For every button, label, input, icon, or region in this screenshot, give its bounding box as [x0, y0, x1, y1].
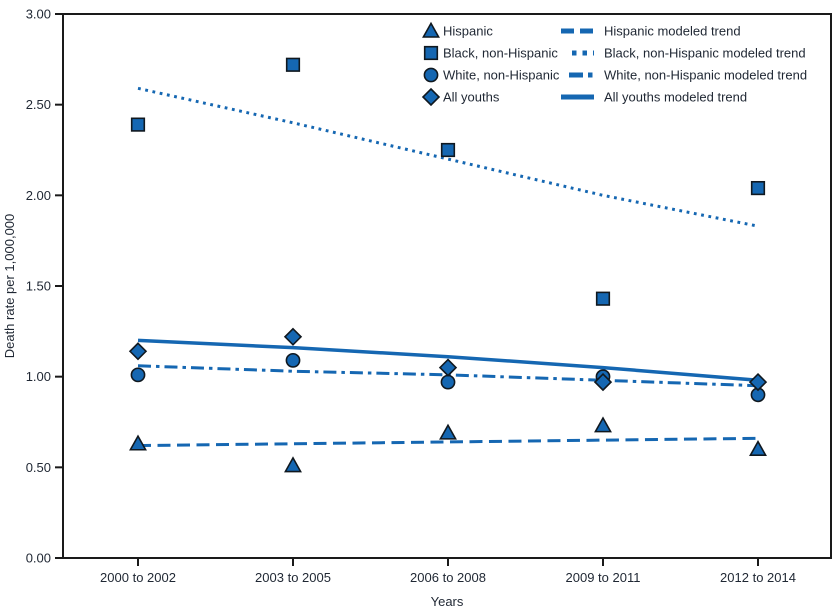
data-point-triangle [284, 456, 302, 473]
data-point-triangle [439, 423, 457, 440]
data-point-square [440, 142, 456, 158]
data-point-diamond [593, 372, 613, 392]
x-axis-title: Years [431, 594, 464, 609]
data-point-diamond [128, 342, 148, 361]
y-axis-title: Death rate per 1,000,000 [2, 214, 17, 359]
data-point-circle [440, 374, 456, 390]
data-point-square [285, 57, 301, 72]
legend-marker-diamond [421, 87, 441, 107]
legend-label: Hispanic [443, 24, 493, 39]
legend-label: All youths modeled trend [604, 90, 747, 105]
data-point-diamond [283, 327, 303, 346]
legend-label: All youths [443, 90, 500, 105]
data-point-triangle [594, 416, 612, 433]
legend-label: White, non-Hispanic [443, 68, 560, 83]
data-point-diamond [438, 358, 458, 377]
legend-label: Black, non-Hispanic [443, 46, 558, 61]
legend-marker-square [423, 45, 439, 61]
y-tick-label: 2.50 [26, 97, 51, 112]
data-point-diamond [748, 372, 768, 392]
trend-line-solid [137, 338, 759, 383]
data-point-circle [130, 367, 146, 383]
y-tick-label: 0.50 [26, 460, 51, 475]
trend-line-dashed [137, 436, 759, 448]
data-point-square [750, 180, 766, 196]
trend-line-dotted [137, 86, 759, 228]
x-tick-label: 2000 to 2002 [100, 570, 176, 585]
y-tick-label: 1.50 [26, 279, 51, 294]
data-point-triangle [129, 434, 147, 451]
data-point-triangle [749, 439, 767, 456]
data-point-circle [285, 352, 301, 368]
legend-label: White, non-Hispanic modeled trend [604, 68, 807, 83]
legend-label: Hispanic modeled trend [604, 24, 741, 39]
y-tick-label: 3.00 [26, 7, 51, 22]
data-point-square [595, 291, 611, 306]
x-tick-label: 2003 to 2005 [255, 570, 331, 585]
y-tick-label: 2.00 [26, 188, 51, 203]
legend-label: Black, non-Hispanic modeled trend [604, 46, 806, 61]
legend-marker-triangle [422, 21, 440, 38]
y-tick-label: 1.00 [26, 369, 51, 384]
x-tick-label: 2012 to 2014 [720, 570, 796, 585]
x-tick-label: 2006 to 2008 [410, 570, 486, 585]
legend-marker-circle [423, 67, 439, 83]
x-tick-label: 2009 to 2011 [566, 570, 641, 585]
y-tick-label: 0.00 [26, 551, 51, 566]
data-point-square [130, 117, 146, 132]
